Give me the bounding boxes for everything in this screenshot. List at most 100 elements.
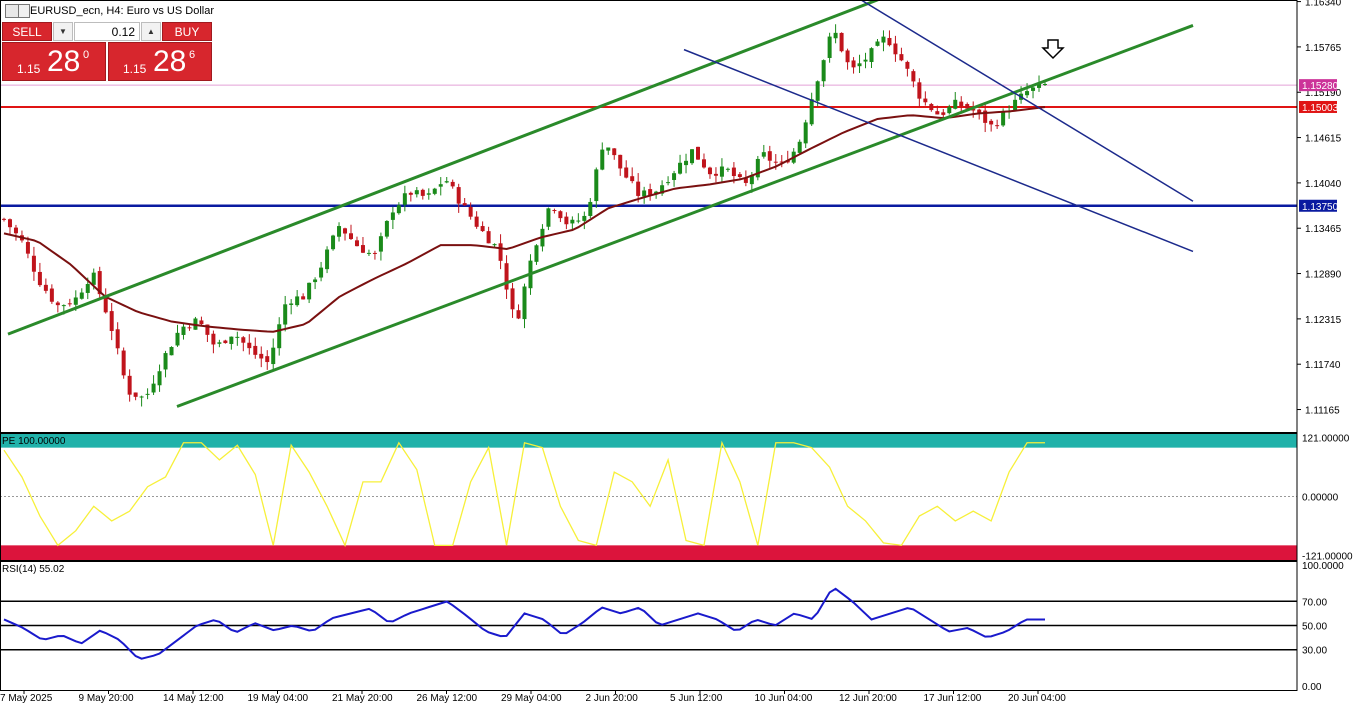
candle-body bbox=[600, 149, 605, 170]
green-channel-lower-line[interactable] bbox=[176, 24, 1194, 408]
candle bbox=[301, 293, 306, 300]
candle-body bbox=[283, 304, 288, 325]
candle-body bbox=[642, 190, 647, 197]
green-channel-upper-line[interactable] bbox=[7, 0, 1024, 336]
lot-size-input[interactable]: 0.12 bbox=[74, 22, 140, 41]
candle bbox=[456, 183, 461, 213]
candle bbox=[97, 266, 102, 299]
rsi-line bbox=[3, 587, 1045, 660]
candle-body bbox=[803, 122, 808, 144]
candle-body bbox=[857, 63, 862, 67]
candle-body bbox=[869, 48, 874, 63]
candle bbox=[139, 395, 144, 407]
candle bbox=[684, 153, 689, 174]
candle bbox=[181, 323, 186, 340]
candle-body bbox=[169, 347, 174, 356]
buy-price-button[interactable]: 1.15 28 6 bbox=[108, 42, 212, 81]
candle bbox=[319, 261, 324, 282]
sell-price-fraction: 0 bbox=[83, 49, 90, 61]
candle bbox=[983, 104, 988, 133]
price-label-box bbox=[1299, 199, 1337, 212]
rsi-indicator-pane[interactable]: RSI(14) 55.02 bbox=[0, 564, 1297, 660]
candle-body bbox=[79, 292, 84, 299]
candle bbox=[372, 250, 377, 260]
candle bbox=[821, 59, 826, 87]
candle bbox=[384, 220, 389, 239]
main-price-pane[interactable] bbox=[0, 0, 1297, 408]
candle-body bbox=[217, 342, 222, 344]
candle bbox=[486, 226, 491, 244]
candle bbox=[660, 180, 665, 196]
candle-body bbox=[49, 288, 54, 302]
time-tick-label: 12 Jun 20:00 bbox=[839, 693, 897, 704]
candle-body bbox=[55, 302, 60, 306]
lot-increase-arrow-icon[interactable]: ▲ bbox=[141, 22, 161, 41]
candle-body bbox=[725, 168, 730, 170]
sell-price-button[interactable]: 1.15 28 0 bbox=[2, 42, 106, 81]
candle bbox=[55, 301, 60, 313]
candle-body bbox=[929, 104, 934, 111]
candle-body bbox=[737, 174, 742, 177]
pe-axis-label: 0.00000 bbox=[1302, 493, 1339, 504]
candle bbox=[49, 284, 54, 304]
candle-body bbox=[1013, 99, 1018, 111]
candle-body bbox=[893, 43, 898, 55]
candle-body bbox=[690, 149, 695, 164]
candle bbox=[570, 216, 575, 231]
chart-properties-icon[interactable] bbox=[5, 4, 19, 18]
candle-body bbox=[390, 212, 395, 220]
candle-body bbox=[139, 396, 144, 398]
candle-body bbox=[360, 245, 365, 253]
candle-body bbox=[666, 182, 671, 184]
candle-body bbox=[2, 218, 6, 220]
candle-body bbox=[145, 393, 150, 395]
candle-body bbox=[313, 279, 318, 283]
sell-button[interactable]: SELL bbox=[2, 22, 52, 41]
candle-body bbox=[594, 169, 599, 202]
candle-body bbox=[325, 249, 330, 270]
candle-body bbox=[25, 242, 30, 254]
candle-body bbox=[462, 203, 467, 206]
candle-body bbox=[211, 333, 216, 345]
candle-body bbox=[337, 226, 342, 237]
candle-body bbox=[426, 193, 431, 195]
candle-body bbox=[67, 303, 72, 305]
candle bbox=[289, 299, 294, 315]
candle-body bbox=[223, 340, 228, 344]
lot-decrease-arrow-icon[interactable]: ▼ bbox=[53, 22, 73, 41]
buy-button[interactable]: BUY bbox=[162, 22, 212, 41]
candle-body bbox=[372, 252, 377, 254]
candle-body bbox=[444, 181, 449, 183]
candle bbox=[43, 278, 48, 294]
blue-channel-lower-line[interactable] bbox=[683, 48, 1194, 253]
candle bbox=[893, 35, 898, 62]
candle bbox=[923, 91, 928, 106]
time-tick-label: 26 May 12:00 bbox=[417, 693, 478, 704]
candle bbox=[151, 375, 156, 395]
blue-channel-upper-line[interactable] bbox=[853, 0, 1194, 202]
candle bbox=[67, 298, 72, 307]
price-tick-label: 1.11165 bbox=[1305, 406, 1340, 417]
pe-indicator-pane[interactable]: PE 100.00000 bbox=[0, 433, 1297, 560]
candle-body bbox=[61, 305, 66, 307]
candle bbox=[863, 52, 868, 69]
price-axis-background bbox=[1297, 0, 1357, 709]
candle bbox=[199, 316, 204, 326]
candle-body bbox=[73, 297, 78, 305]
candle-body bbox=[486, 231, 491, 244]
candle-body bbox=[749, 174, 754, 185]
candle bbox=[25, 236, 30, 259]
candle-body bbox=[450, 181, 455, 187]
candle-body bbox=[809, 99, 814, 125]
moving-average-line bbox=[3, 105, 1046, 333]
rsi-axis-label: 50.00 bbox=[1302, 622, 1327, 633]
buy-price-prefix: 1.15 bbox=[123, 62, 147, 76]
candle bbox=[917, 78, 922, 108]
candle bbox=[157, 364, 162, 392]
candle-body bbox=[773, 161, 778, 163]
candle-body bbox=[905, 61, 910, 69]
pe-upper-zone bbox=[1, 433, 1297, 448]
time-tick-label: 9 May 20:00 bbox=[79, 693, 134, 704]
